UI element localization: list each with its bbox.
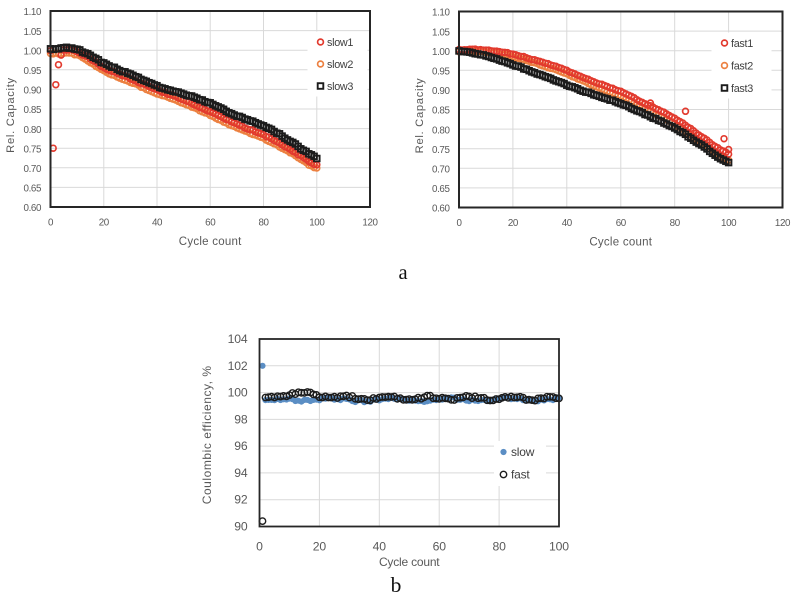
svg-text:100: 100 xyxy=(549,540,569,554)
svg-text:60: 60 xyxy=(205,217,216,228)
svg-text:0.75: 0.75 xyxy=(432,145,450,156)
svg-text:slow3: slow3 xyxy=(327,81,353,93)
svg-text:40: 40 xyxy=(562,218,573,229)
svg-text:90: 90 xyxy=(234,520,248,534)
svg-text:20: 20 xyxy=(313,540,327,554)
svg-text:b: b xyxy=(391,573,402,594)
svg-text:104: 104 xyxy=(228,332,248,346)
svg-text:1.10: 1.10 xyxy=(432,8,450,19)
svg-text:Cycle count: Cycle count xyxy=(179,236,242,248)
svg-text:0.80: 0.80 xyxy=(432,125,450,136)
svg-text:1.00: 1.00 xyxy=(432,47,450,58)
svg-text:0.95: 0.95 xyxy=(24,66,42,77)
svg-text:100: 100 xyxy=(228,386,248,400)
svg-text:1.10: 1.10 xyxy=(24,7,42,18)
svg-text:98: 98 xyxy=(234,412,248,426)
svg-text:20: 20 xyxy=(99,217,110,228)
svg-text:0.60: 0.60 xyxy=(24,203,42,214)
svg-text:60: 60 xyxy=(433,540,447,554)
svg-text:slow1: slow1 xyxy=(327,37,353,49)
svg-text:20: 20 xyxy=(508,218,519,229)
svg-text:60: 60 xyxy=(616,218,627,229)
svg-text:1.05: 1.05 xyxy=(24,27,42,38)
svg-text:100: 100 xyxy=(309,217,325,228)
svg-text:fast2: fast2 xyxy=(731,60,753,72)
svg-text:slow: slow xyxy=(511,445,535,459)
svg-text:80: 80 xyxy=(492,540,506,554)
svg-text:0.80: 0.80 xyxy=(24,125,42,136)
svg-text:Coulombic efficiency, %: Coulombic efficiency, % xyxy=(200,365,214,504)
svg-text:0.65: 0.65 xyxy=(432,184,450,195)
svg-text:0.95: 0.95 xyxy=(432,67,450,78)
svg-text:1.05: 1.05 xyxy=(432,27,450,38)
svg-text:Cycle count: Cycle count xyxy=(379,555,440,569)
svg-text:120: 120 xyxy=(362,217,378,228)
svg-text:80: 80 xyxy=(670,218,681,229)
svg-text:0.90: 0.90 xyxy=(24,86,42,97)
svg-text:0.90: 0.90 xyxy=(432,86,450,97)
svg-text:0.70: 0.70 xyxy=(24,164,42,175)
svg-text:102: 102 xyxy=(228,359,248,373)
svg-text:0.85: 0.85 xyxy=(24,105,42,116)
svg-text:120: 120 xyxy=(775,218,791,229)
svg-text:fast3: fast3 xyxy=(731,83,753,95)
svg-text:0: 0 xyxy=(256,540,263,554)
svg-text:96: 96 xyxy=(234,439,248,453)
svg-text:0: 0 xyxy=(456,218,462,229)
svg-text:100: 100 xyxy=(721,218,737,229)
svg-text:0.65: 0.65 xyxy=(24,184,42,195)
svg-text:40: 40 xyxy=(152,217,163,228)
svg-text:0.75: 0.75 xyxy=(24,144,42,155)
svg-text:fast1: fast1 xyxy=(731,38,753,50)
svg-text:a: a xyxy=(398,262,407,284)
svg-text:94: 94 xyxy=(234,466,248,480)
svg-text:80: 80 xyxy=(258,217,269,228)
svg-text:Rel. Capacity: Rel. Capacity xyxy=(5,77,17,153)
svg-text:0.85: 0.85 xyxy=(432,106,450,117)
svg-text:0: 0 xyxy=(48,217,54,228)
svg-text:fast: fast xyxy=(511,468,530,482)
svg-text:0.60: 0.60 xyxy=(432,204,450,215)
svg-text:1.00: 1.00 xyxy=(24,46,42,57)
svg-text:slow2: slow2 xyxy=(327,59,353,71)
svg-text:40: 40 xyxy=(373,540,387,554)
svg-text:Cycle count: Cycle count xyxy=(589,236,652,248)
svg-text:Rel. Capacity: Rel. Capacity xyxy=(414,78,426,154)
svg-text:0.70: 0.70 xyxy=(432,165,450,176)
svg-text:92: 92 xyxy=(234,493,248,507)
